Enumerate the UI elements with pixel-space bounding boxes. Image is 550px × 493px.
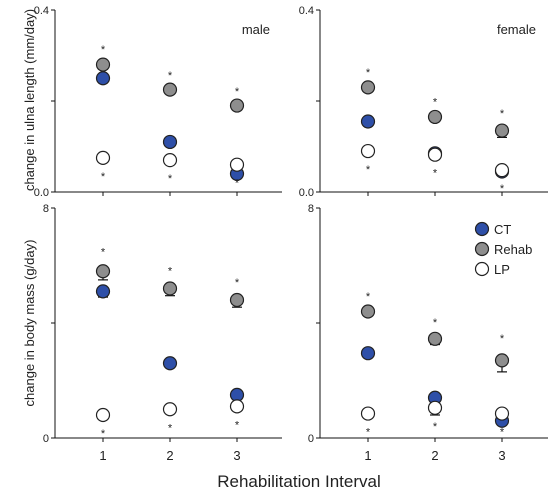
y-tick-label: 0 [308,433,314,445]
y-tick-label: 8 [43,203,49,215]
significance-marker: * [433,317,438,329]
point-ct [162,134,178,150]
significance-marker: * [500,183,505,195]
legend: CT Rehab LP [474,221,532,277]
y-tick-label: 0.0 [34,187,49,199]
point-rehab [360,80,376,95]
significance-marker: * [168,422,173,434]
point-lp [229,399,245,414]
y-axis-title-ulna: change in ulna length (mm/day) [22,9,37,191]
significance-marker: * [235,178,240,190]
point-rehab [162,281,178,296]
point-ct [360,114,376,129]
legend-marker-lp [474,261,490,277]
point-ct [95,71,111,86]
y-axis-title-body-mass: change in body mass (g/day) [22,240,37,407]
x-tick-label: 2 [431,448,438,463]
x-tick-label: 1 [364,448,371,463]
legend-label-lp: LP [494,262,510,277]
legend-label-rehab: Rehab [494,242,532,257]
point-rehab [229,292,245,308]
point-rehab [162,82,178,97]
significance-marker: * [433,96,438,108]
point-lp [494,163,510,178]
significance-marker: * [235,419,240,431]
legend-marker-rehab [474,241,490,257]
significance-marker: * [168,70,173,82]
significance-marker: * [101,171,106,183]
significance-marker: * [500,333,505,345]
significance-marker: * [168,173,173,185]
significance-marker: * [366,164,371,176]
significance-marker: * [366,291,371,303]
legend-marker-ct [474,221,490,237]
significance-marker: * [101,428,106,440]
point-lp [494,406,510,421]
point-rehab [427,331,443,346]
x-tick-label: 1 [99,448,106,463]
x-tick-label: 2 [166,448,173,463]
significance-marker: * [433,168,438,180]
point-lp [427,400,443,415]
significance-marker: * [235,86,240,98]
point-rehab [494,123,510,138]
point-rehab [427,109,443,125]
point-ct [162,356,178,371]
legend-label-ct: CT [494,222,511,237]
significance-marker: * [101,44,106,56]
significance-marker: * [433,421,438,433]
significance-marker: * [500,108,505,120]
point-lp [95,407,111,423]
point-rehab [95,264,111,279]
significance-marker: * [366,427,371,439]
y-tick-label: 8 [308,203,314,215]
point-lp [95,150,111,165]
y-tick-label: 0 [43,433,49,445]
point-rehab [494,353,510,368]
y-tick-label: 0.4 [299,5,314,17]
panel-title: male [242,22,270,37]
point-lp [360,143,376,159]
point-ct [360,346,376,361]
point-rehab [95,57,111,72]
point-rehab [229,98,245,113]
y-tick-label: 0.4 [34,5,49,17]
point-lp [427,147,443,162]
panel-bottom-left: 0 8 1 2 3 * * * * * * [43,203,282,463]
panel-top-right: 0.0 0.4 female * * * * * * [299,5,548,199]
significance-marker: * [366,67,371,79]
point-lp [360,406,376,421]
panel-bottom-right: 0 8 1 2 3 * * * * * * [308,203,548,463]
point-ct [95,284,111,299]
panel-top-left: 0.0 0.4 male * * * * * * [34,5,282,199]
significance-marker: * [101,247,106,259]
x-tick-label: 3 [233,448,240,463]
x-tick-label: 3 [498,448,505,463]
point-lp [162,153,178,168]
point-lp [229,157,245,172]
point-rehab [360,304,376,319]
y-tick-label: 0.0 [299,187,314,199]
point-lp [162,402,178,417]
significance-marker: * [500,427,505,439]
significance-marker: * [168,265,173,277]
panel-title: female [497,22,536,37]
x-axis-title: Rehabilitation Interval [217,472,380,491]
significance-marker: * [235,277,240,289]
